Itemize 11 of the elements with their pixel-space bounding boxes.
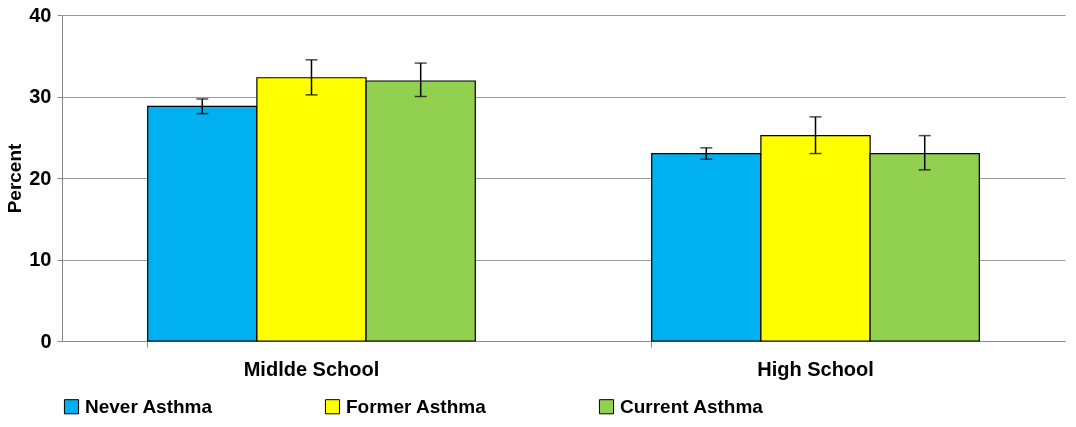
y-tick-label: 10 xyxy=(29,248,52,270)
y-tick-label: 40 xyxy=(29,3,52,26)
x-tick-label: High School xyxy=(757,357,874,380)
legend-label: Current Asthma xyxy=(620,395,764,417)
y-tick-label: 20 xyxy=(29,166,52,189)
y-tick-label: 0 xyxy=(40,329,52,352)
y-tick-label: 30 xyxy=(29,85,52,107)
legend-label: Never Asthma xyxy=(85,395,213,417)
legend-label: Former Asthma xyxy=(346,395,487,417)
y-axis-title: Percent xyxy=(4,142,26,214)
x-tick-label: Midlde School xyxy=(243,357,380,380)
